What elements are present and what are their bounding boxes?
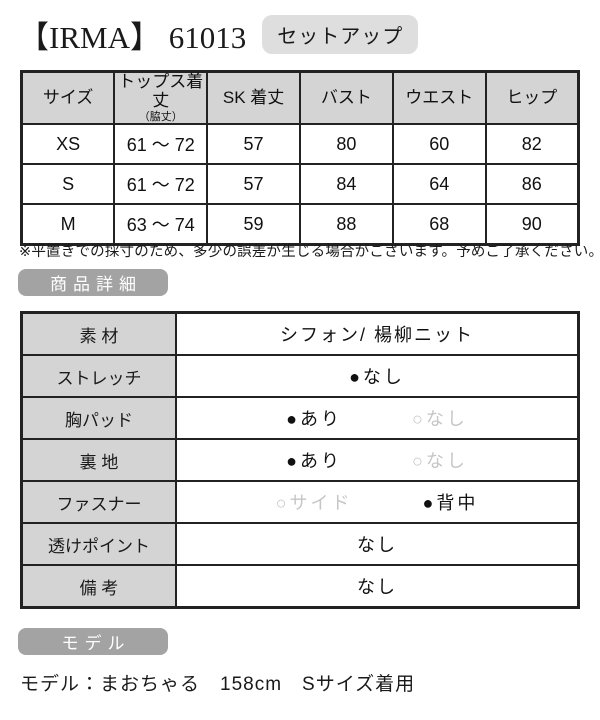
- cell-bust: 88: [298, 203, 394, 246]
- cell-size: XS: [20, 123, 116, 166]
- option-unselected: ○サイド: [275, 493, 353, 513]
- detail-label: 素 材: [20, 311, 177, 356]
- detail-row-chest-pad: 胸パッド ●あり ○なし: [20, 396, 580, 440]
- header-waist: ウエスト: [391, 70, 487, 126]
- size-row-s: S 61 ～ 72 57 84 64 86: [20, 163, 580, 206]
- detail-label: 透けポイント: [20, 522, 177, 566]
- cell-hip: 90: [484, 203, 580, 246]
- option-selected: ●なし: [349, 367, 405, 387]
- detail-label: 裏 地: [20, 438, 177, 482]
- detail-label: ファスナー: [20, 480, 177, 524]
- detail-value: なし: [175, 564, 580, 609]
- detail-label: ストレッチ: [20, 354, 177, 398]
- option-unselected: ○なし: [412, 451, 468, 471]
- option-selected: ●あり: [286, 451, 342, 471]
- cell-sk-length: 57: [206, 123, 301, 166]
- cell-waist: 64: [391, 163, 487, 206]
- detail-value: なし: [175, 522, 580, 566]
- detail-value: ●あり ○なし: [175, 396, 580, 440]
- cell-hip: 82: [484, 123, 580, 166]
- section-heading-product-details: 商品詳細: [18, 269, 168, 296]
- detail-value: ●なし: [175, 354, 580, 398]
- header-hip: ヒップ: [484, 70, 580, 126]
- product-details-table: 素 材 シフォン/ 楊柳ニット ストレッチ ●なし 胸パッド ●あり ○なし 裏…: [20, 311, 580, 609]
- cell-size: S: [20, 163, 116, 206]
- cell-waist: 60: [391, 123, 487, 166]
- size-chart-table: サイズ トップス着丈 （脇丈） SK 着丈 バスト ウエスト ヒップ XS 61…: [20, 70, 580, 247]
- detail-value: ○サイド ●背中: [175, 480, 580, 524]
- detail-row-material: 素 材 シフォン/ 楊柳ニット: [20, 311, 580, 356]
- size-row-m: M 63 ～ 74 59 88 68 90: [20, 203, 580, 246]
- option-selected: ●背中: [422, 493, 479, 513]
- cell-tops-length: 63 ～ 74: [113, 203, 209, 246]
- option-selected: ●あり: [286, 409, 342, 429]
- page-title: 【IRMA】 61013 セットアップ: [18, 12, 419, 57]
- cell-tops-length: 61 ～ 72: [113, 163, 209, 206]
- cell-bust: 84: [298, 163, 394, 206]
- size-row-xs: XS 61 ～ 72 57 80 60 82: [20, 123, 580, 166]
- brand-name: 【IRMA】: [18, 20, 161, 55]
- cell-sk-length: 57: [206, 163, 301, 206]
- header-tops-length-main: トップス着丈: [118, 72, 204, 110]
- detail-row-fastener: ファスナー ○サイド ●背中: [20, 480, 580, 524]
- header-tops-length-sub: （脇丈）: [138, 111, 183, 124]
- option-unselected: ○なし: [412, 409, 468, 429]
- detail-value: ●あり ○なし: [175, 438, 580, 482]
- header-size: サイズ: [20, 70, 116, 126]
- measurement-disclaimer: ※平置きでの採寸のため、多少の誤差が生じる場合がございます。予めご了承ください。: [19, 244, 600, 260]
- model-info-line: モデル：まおちゃる 158cm Sサイズ着用: [20, 674, 416, 695]
- cell-hip: 86: [484, 163, 580, 206]
- detail-row-lining: 裏 地 ●あり ○なし: [20, 438, 580, 482]
- cell-tops-length: 61 ～ 72: [113, 123, 209, 166]
- section-heading-model: モデル: [18, 628, 168, 655]
- brand-and-code: 【IRMA】 61013: [18, 12, 246, 57]
- size-chart-header-row: サイズ トップス着丈 （脇丈） SK 着丈 バスト ウエスト ヒップ: [20, 70, 580, 126]
- detail-row-remarks: 備 考 なし: [20, 564, 580, 609]
- cell-sk-length: 59: [206, 203, 301, 246]
- cell-size: M: [20, 203, 116, 246]
- product-code: 61013: [168, 20, 247, 55]
- detail-label: 胸パッド: [20, 396, 177, 440]
- cell-waist: 68: [391, 203, 487, 246]
- detail-row-stretch: ストレッチ ●なし: [20, 354, 580, 398]
- header-bust: バスト: [298, 70, 394, 126]
- detail-label: 備 考: [20, 564, 177, 609]
- detail-row-sheer-point: 透けポイント なし: [20, 522, 580, 566]
- detail-value: シフォン/ 楊柳ニット: [175, 311, 580, 356]
- header-sk-length: SK 着丈: [206, 70, 301, 126]
- cell-bust: 80: [298, 123, 394, 166]
- header-tops-length: トップス着丈 （脇丈）: [113, 70, 209, 126]
- setup-badge: セットアップ: [262, 15, 419, 54]
